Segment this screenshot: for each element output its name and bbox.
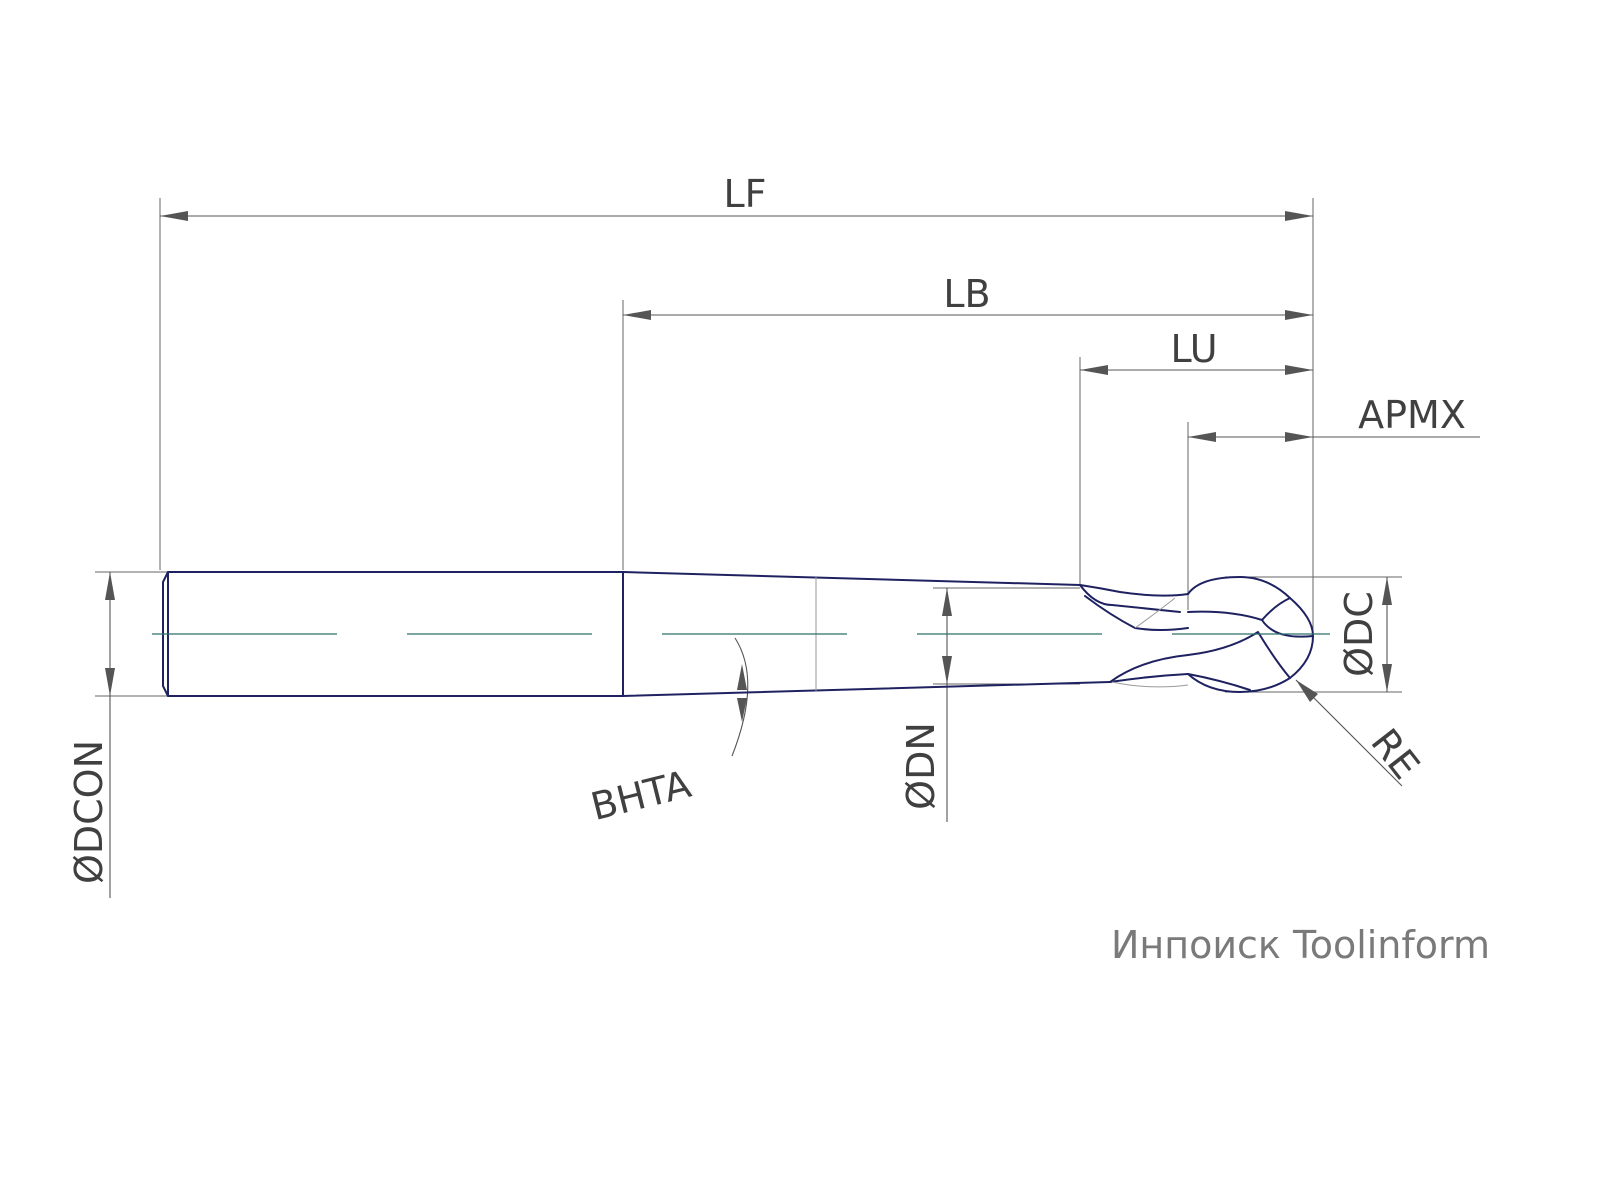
arrow-icon bbox=[1382, 664, 1392, 692]
arrow-icon bbox=[105, 572, 115, 600]
neck-top bbox=[622, 571, 1081, 586]
arrow-icon bbox=[1285, 310, 1313, 320]
flute-edge-1 bbox=[1079, 584, 1181, 613]
arrow-icon bbox=[1285, 211, 1313, 221]
label-lu: LU bbox=[1170, 327, 1217, 371]
label-lf: LF bbox=[723, 172, 766, 216]
arrow-icon bbox=[105, 668, 115, 696]
label-re: RE bbox=[1362, 721, 1428, 788]
extension-lines bbox=[95, 198, 1402, 697]
ball-edge-4 bbox=[1187, 673, 1251, 691]
label-lb: LB bbox=[943, 272, 990, 316]
label-apmx: APMX bbox=[1358, 393, 1466, 437]
arrow-icon bbox=[942, 656, 952, 684]
ball-edge-1 bbox=[1187, 597, 1291, 621]
tool-outline bbox=[162, 571, 1314, 697]
arrow-icon bbox=[1080, 365, 1108, 375]
label-dn: ØDN bbox=[899, 722, 943, 810]
label-bhta: BHTA bbox=[587, 762, 696, 829]
arrow-icon bbox=[1285, 365, 1313, 375]
neck-bottom bbox=[622, 681, 1111, 697]
dimension-labels: LF LB LU APMX ØDC RE ØDN BHTA ØDCON bbox=[67, 172, 1466, 884]
arrow-icon bbox=[623, 310, 651, 320]
label-dc: ØDC bbox=[1337, 591, 1381, 677]
arrow-icon bbox=[1285, 432, 1313, 442]
ball-edge-3 bbox=[1187, 631, 1291, 679]
dimension-lines bbox=[105, 211, 1480, 898]
arrow-icon bbox=[737, 664, 747, 690]
bhta-angle-arc bbox=[731, 637, 749, 757]
arrow-icon bbox=[737, 698, 747, 722]
arrow-icon bbox=[1188, 432, 1216, 442]
arrow-icon bbox=[160, 211, 188, 221]
arrow-icon bbox=[1382, 577, 1392, 605]
arrow-icon bbox=[942, 588, 952, 616]
arrow-icon bbox=[1296, 680, 1318, 702]
flute-bottom bbox=[1109, 673, 1189, 683]
flute-edge-2 bbox=[1084, 595, 1189, 631]
watermark-text: Инпоиск Toolinform bbox=[1111, 923, 1490, 967]
label-dcon: ØDCON bbox=[67, 740, 111, 884]
flute-edge-3 bbox=[1109, 654, 1189, 683]
flute-top bbox=[1079, 584, 1189, 597]
